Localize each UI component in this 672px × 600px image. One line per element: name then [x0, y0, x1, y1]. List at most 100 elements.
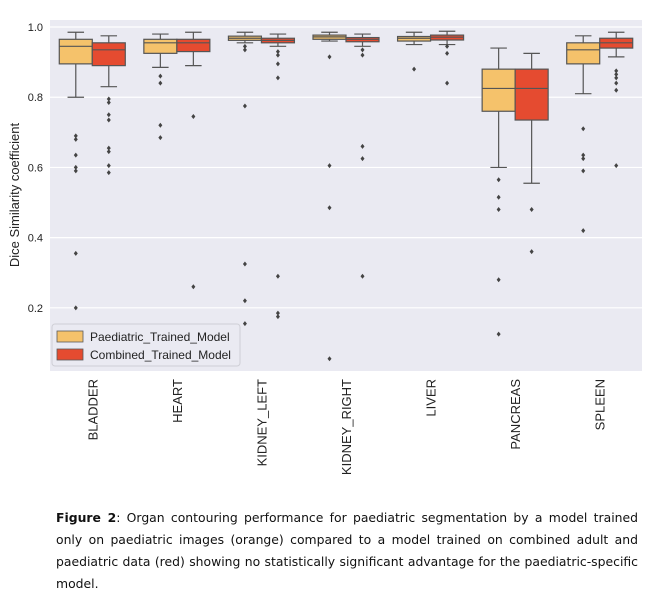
x-tick-label: SPLEEN	[593, 379, 608, 430]
outlier-point	[327, 205, 332, 211]
outlier-point	[191, 284, 196, 290]
outlier-point	[158, 122, 163, 128]
box-body	[176, 38, 211, 53]
outlier-point	[360, 273, 365, 279]
outlier-point	[275, 61, 280, 67]
outlier-point	[614, 68, 619, 74]
figure-caption: Figure 2: Organ contouring performance f…	[56, 507, 638, 595]
outlier-point	[496, 277, 501, 283]
legend-swatch-combined	[56, 348, 84, 361]
y-tick-label: 0.8	[28, 92, 43, 104]
box-kidney_right-combined	[345, 33, 380, 279]
outlier-point	[275, 49, 280, 55]
box-pancreas-paediatric	[481, 47, 516, 337]
outlier-point	[158, 73, 163, 79]
caption-label: Figure 2	[56, 510, 117, 525]
outlier-point	[360, 156, 365, 162]
outlier-point	[412, 66, 417, 72]
outlier-point	[106, 112, 111, 118]
outlier-point	[275, 75, 280, 81]
box-kidney_left-combined	[260, 33, 296, 320]
outlier-point	[106, 149, 111, 155]
outlier-point	[445, 43, 450, 49]
boxes	[58, 30, 634, 362]
y-tick-label: 0.2	[28, 303, 43, 315]
outlier-point	[275, 310, 280, 316]
x-tick-label: PANCREAS	[508, 379, 523, 450]
outlier-point	[614, 75, 619, 81]
box-body	[58, 38, 93, 65]
plot-area	[50, 20, 642, 371]
box-body	[514, 68, 549, 121]
outlier-point	[242, 47, 247, 53]
outlier-point	[242, 43, 247, 49]
x-axis-ticks: BLADDER HEART KIDNEY_LEFT KIDNEY_RIGHT LIVER…	[85, 379, 607, 475]
outlier-point	[275, 52, 280, 58]
outlier-point	[581, 156, 586, 162]
outlier-point	[360, 143, 365, 149]
outlier-point	[242, 321, 247, 327]
outlier-point	[242, 298, 247, 304]
box-body	[143, 38, 178, 54]
outlier-point	[73, 133, 78, 139]
outlier-point	[106, 96, 111, 102]
outlier-point	[327, 356, 332, 362]
outlier-point	[191, 114, 196, 120]
outlier-point	[581, 228, 586, 234]
outlier-point	[106, 145, 111, 151]
outlier-point	[327, 163, 332, 169]
box-body	[91, 42, 126, 67]
y-axis-label: Dice Similarity coefficient	[7, 122, 22, 267]
y-axis-ticks: 0.2 0.4 0.6 0.8 1.0	[28, 22, 43, 315]
box-heart-combined	[176, 31, 211, 290]
box-liver-paediatric	[396, 31, 432, 72]
outlier-point	[106, 117, 111, 123]
outlier-point	[73, 305, 78, 311]
outlier-point	[529, 207, 534, 213]
outlier-point	[73, 168, 78, 174]
box-plot-chart: 0.2 0.4 0.6 0.8 1.0 Dice Similarity coeffici…	[7, 20, 642, 475]
outlier-point	[614, 71, 619, 77]
box-pancreas-combined	[514, 52, 549, 255]
x-tick-label: KIDNEY_RIGHT	[339, 379, 354, 475]
outlier-point	[581, 168, 586, 174]
outlier-point	[327, 54, 332, 60]
outlier-point	[242, 103, 247, 109]
box-spleen-paediatric	[566, 35, 601, 234]
x-tick-label: HEART	[170, 379, 185, 423]
outlier-point	[158, 80, 163, 86]
outlier-point	[614, 163, 619, 169]
outlier-point	[106, 163, 111, 169]
outlier-point	[496, 194, 501, 200]
outlier-point	[581, 126, 586, 132]
outlier-point	[496, 207, 501, 213]
x-tick-label: BLADDER	[85, 379, 100, 440]
y-tick-label: 0.6	[28, 162, 43, 174]
y-tick-label: 0.4	[28, 233, 43, 245]
outlier-point	[275, 314, 280, 320]
outlier-point	[496, 177, 501, 183]
box-spleen-combined	[599, 31, 634, 169]
box-body	[566, 42, 601, 65]
outlier-point	[73, 152, 78, 158]
outlier-point	[614, 80, 619, 86]
outlier-point	[73, 164, 78, 170]
outlier-point	[360, 52, 365, 58]
x-tick-label: LIVER	[424, 379, 439, 417]
outlier-point	[106, 99, 111, 105]
outlier-point	[581, 152, 586, 158]
outlier-point	[158, 135, 163, 141]
outlier-point	[360, 47, 365, 53]
box-kidney_right-paediatric	[312, 31, 347, 362]
y-tick-label: 1.0	[28, 22, 43, 34]
legend-label-combined: Combined_Trained_Model	[90, 348, 231, 362]
outlier-point	[275, 273, 280, 279]
outlier-point	[496, 331, 501, 337]
outlier-point	[445, 80, 450, 86]
box-liver-combined	[429, 30, 465, 86]
outlier-point	[529, 249, 534, 255]
legend-frame	[51, 323, 241, 367]
box-bladder-combined	[91, 35, 126, 176]
outlier-point	[73, 250, 78, 256]
outlier-point	[614, 87, 619, 93]
